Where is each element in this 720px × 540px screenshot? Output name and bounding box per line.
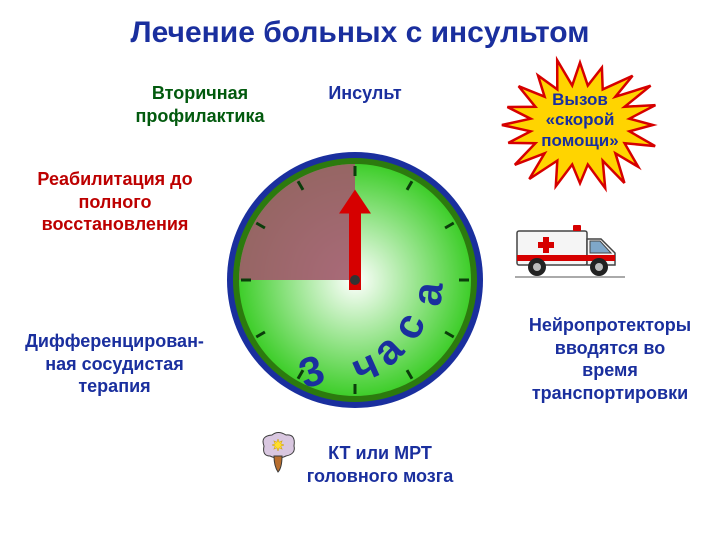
callout-line1: Вызов	[552, 90, 608, 109]
label-ct-mrt: КТ или МРТ головного мозга	[280, 442, 480, 487]
label-neuroprotectors: Нейропротекторы вводятся во время трансп…	[510, 314, 710, 404]
clock-diagram	[205, 130, 505, 430]
hours-glyph-4: а	[403, 280, 453, 308]
three-hours-label: 3 ч а с а	[300, 310, 448, 358]
label-stroke: Инсульт	[300, 82, 430, 105]
label-secondary-prevention: Вторичная профилактика	[115, 82, 285, 127]
callout-line2: «скорой	[546, 110, 615, 129]
callout-line3: помощи»	[541, 131, 618, 150]
label-diff-therapy: Дифференцирован- ная сосудистая терапия	[12, 330, 217, 398]
ambulance-icon	[515, 215, 625, 285]
label-rehabilitation: Реабилитация до полного восстановления	[10, 168, 220, 236]
callout-text: Вызов «скорой помощи»	[520, 90, 640, 151]
